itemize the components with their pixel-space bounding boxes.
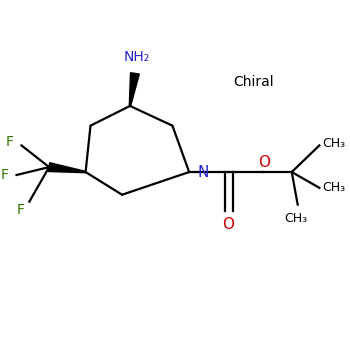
- Text: CH₃: CH₃: [322, 181, 345, 194]
- Text: N: N: [197, 164, 209, 180]
- Polygon shape: [49, 163, 86, 173]
- Text: F: F: [1, 168, 9, 182]
- Text: O: O: [223, 217, 234, 232]
- Text: O: O: [258, 155, 270, 170]
- Text: CH₃: CH₃: [322, 137, 345, 150]
- Text: F: F: [6, 135, 14, 149]
- Text: NH₂: NH₂: [124, 50, 150, 64]
- Polygon shape: [129, 73, 139, 106]
- Text: CH₃: CH₃: [284, 212, 307, 225]
- Text: Chiral: Chiral: [233, 75, 274, 89]
- Text: F: F: [16, 203, 24, 217]
